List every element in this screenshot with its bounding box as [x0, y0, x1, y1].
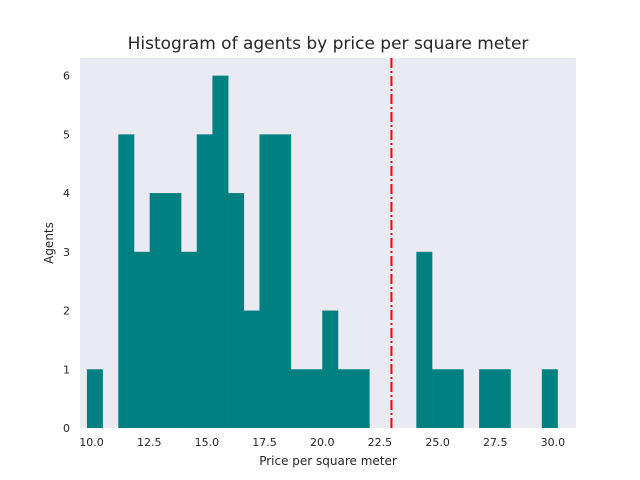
x-tick-label: 10.0 — [79, 436, 104, 449]
x-axis-label: Price per square meter — [259, 454, 397, 468]
histogram-bars — [86, 75, 558, 428]
histogram-bar — [479, 369, 496, 428]
y-tick-label: 0 — [63, 422, 70, 435]
x-tick-label: 27.5 — [483, 436, 508, 449]
y-tick-label: 2 — [63, 305, 70, 318]
histogram-bar — [275, 134, 292, 428]
histogram-bar — [432, 369, 449, 428]
y-tick-label: 6 — [63, 70, 70, 83]
x-axis-ticks: 10.0 12.5 15.0 17.5 20.0 22.5 25.0 27.5 30.0 — [79, 436, 565, 449]
histogram-bar — [181, 251, 198, 428]
histogram-bar — [416, 251, 433, 428]
histogram-bar — [86, 369, 103, 428]
histogram-bar — [541, 369, 558, 428]
histogram-bar — [322, 310, 339, 428]
histogram-bar — [133, 251, 150, 428]
x-tick-label: 12.5 — [137, 436, 162, 449]
x-tick-label: 15.0 — [195, 436, 220, 449]
y-axis-ticks: 0 1 2 3 4 5 6 — [63, 70, 70, 435]
x-tick-label: 17.5 — [252, 436, 277, 449]
histogram-bar — [212, 75, 229, 428]
histogram-bar — [353, 369, 370, 428]
y-tick-label: 3 — [63, 246, 70, 259]
histogram-bar — [494, 369, 511, 428]
x-tick-label: 22.5 — [368, 436, 393, 449]
histogram-bar — [243, 310, 260, 428]
x-tick-label: 20.0 — [310, 436, 335, 449]
histogram-bar — [337, 369, 354, 428]
histogram-bar — [196, 134, 213, 428]
x-tick-label: 25.0 — [425, 436, 450, 449]
histogram-bar — [447, 369, 464, 428]
histogram-bar — [228, 193, 245, 428]
y-axis-label: Agents — [42, 222, 56, 264]
chart-title: Histogram of agents by price per square … — [128, 34, 529, 54]
histogram-bar — [165, 193, 182, 428]
y-tick-label: 4 — [63, 187, 70, 200]
histogram-bar — [149, 193, 166, 428]
x-tick-label: 30.0 — [541, 436, 566, 449]
histogram-bar — [118, 134, 135, 428]
y-tick-label: 5 — [63, 128, 70, 141]
y-tick-label: 1 — [63, 363, 70, 376]
histogram-bar — [259, 134, 276, 428]
histogram-bar — [290, 369, 307, 428]
histogram-bar — [306, 369, 323, 428]
